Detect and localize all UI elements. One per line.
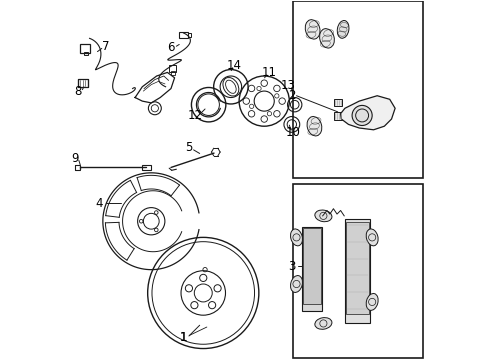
Polygon shape (333, 99, 341, 107)
Bar (171, 71, 175, 75)
Bar (169, 64, 175, 72)
Text: 1: 1 (180, 331, 187, 344)
Bar (292, 184, 422, 357)
Ellipse shape (290, 229, 302, 246)
Bar (188, 33, 191, 37)
Polygon shape (340, 96, 394, 130)
Bar (80, 44, 89, 53)
Polygon shape (301, 226, 321, 311)
Text: 13: 13 (280, 79, 295, 92)
Ellipse shape (366, 229, 377, 246)
Text: 6: 6 (167, 41, 174, 54)
Text: 4: 4 (95, 197, 103, 210)
Bar (78, 79, 88, 87)
Text: 1: 1 (180, 331, 187, 344)
Ellipse shape (337, 21, 348, 38)
Bar (292, 1, 422, 178)
Bar (83, 52, 88, 55)
Text: 3: 3 (288, 260, 295, 273)
Polygon shape (303, 228, 320, 304)
Ellipse shape (290, 275, 302, 292)
Text: 8: 8 (74, 85, 81, 98)
Text: 2: 2 (288, 89, 295, 102)
Ellipse shape (305, 20, 319, 39)
Text: 10: 10 (285, 126, 300, 139)
Ellipse shape (314, 318, 331, 329)
Text: 12: 12 (187, 109, 203, 122)
Ellipse shape (366, 293, 377, 310)
Polygon shape (333, 112, 341, 120)
Text: 14: 14 (226, 59, 241, 72)
Text: 9: 9 (71, 152, 79, 165)
Text: 7: 7 (102, 40, 109, 53)
Polygon shape (344, 220, 369, 323)
Polygon shape (346, 222, 368, 315)
Text: 11: 11 (261, 66, 276, 79)
Ellipse shape (314, 210, 331, 222)
Bar (142, 165, 151, 170)
Bar (179, 32, 188, 39)
Ellipse shape (306, 117, 321, 136)
Text: 5: 5 (185, 141, 192, 154)
Circle shape (351, 105, 371, 126)
Ellipse shape (319, 29, 334, 48)
